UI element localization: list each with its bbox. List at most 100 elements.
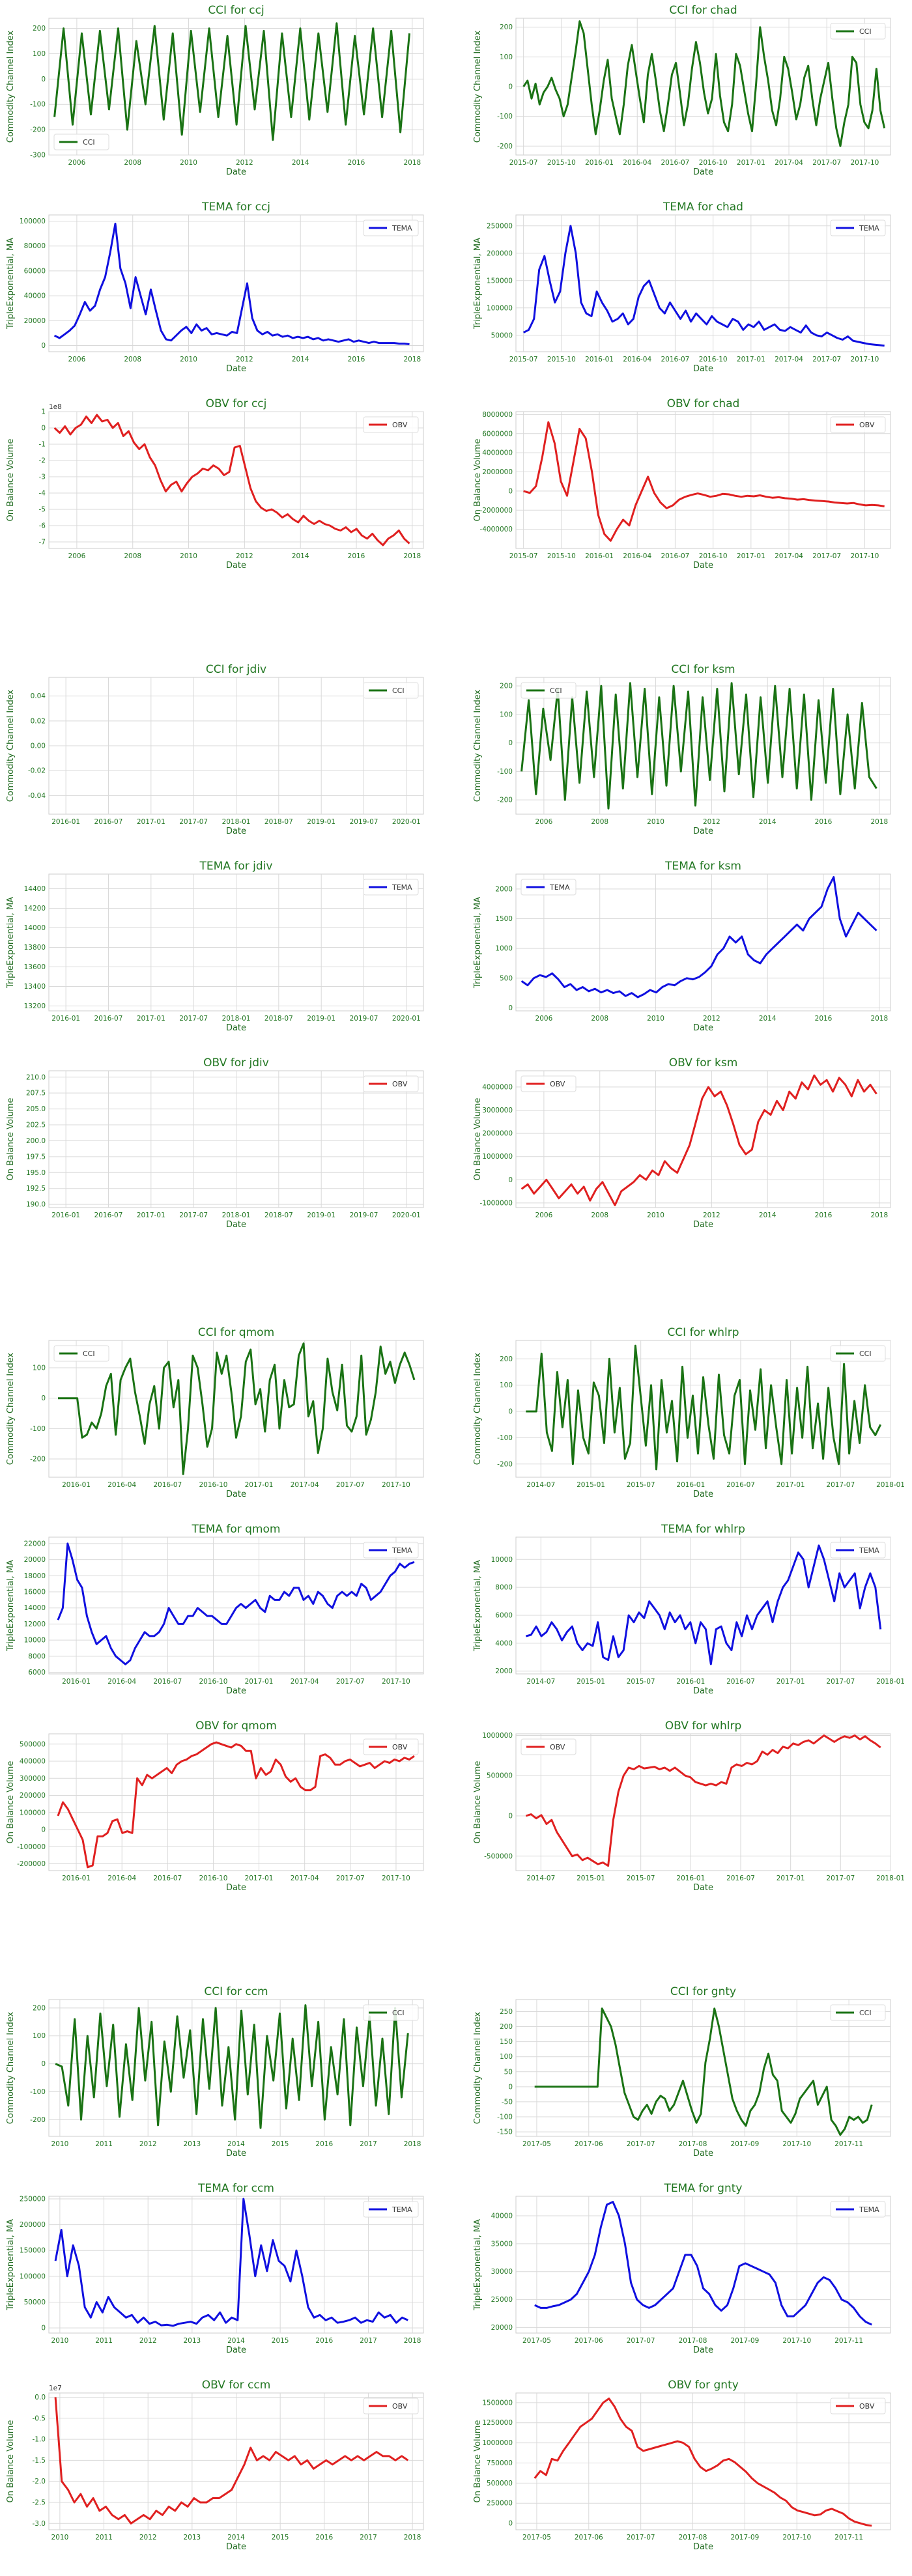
y-tick-label: -200: [30, 2116, 46, 2124]
y-tick-label: 0: [508, 2083, 513, 2091]
y-tick-label: -0.5: [33, 2414, 46, 2422]
y-tick-label: 100: [500, 53, 513, 61]
x-tick-label: 2017-01: [777, 1678, 805, 1686]
x-tick-label: 2016-01: [585, 159, 614, 167]
x-tick-label: 2018: [404, 2534, 421, 2541]
chart-title: OBV for whlrp: [665, 1720, 742, 1733]
x-tick-label: 2015-01: [577, 1875, 605, 1882]
y-tick-label: 0.02: [31, 717, 46, 725]
x-tick-label: 2017-01: [137, 1015, 165, 1023]
y-tick-label: 100: [500, 2053, 513, 2061]
y-tick-label: -0.02: [28, 767, 46, 775]
y-axis-label: Commodity Channel Index: [6, 1352, 16, 1465]
chart-title: TEMA for qmom: [192, 1523, 281, 1536]
x-tick-label: 2017-01: [737, 552, 765, 560]
plot-area: [515, 2196, 891, 2334]
y-tick-label: 500000: [20, 1740, 46, 1748]
x-axis-label: Date: [226, 827, 246, 836]
y-tick-label: 100: [33, 50, 46, 58]
x-tick-label: 2017-06: [575, 2534, 603, 2541]
x-tick-label: 2016-04: [623, 356, 651, 363]
x-tick-label: 2017-10: [382, 1481, 410, 1489]
x-tick-label: 2012: [139, 2140, 157, 2148]
y-tick-label: 197.5: [26, 1153, 46, 1161]
x-tick-label: 2017-07: [336, 1678, 365, 1686]
legend-box: [830, 219, 886, 236]
legend: CCI: [830, 1345, 886, 1362]
chart-title: CCI for jdiv: [206, 663, 266, 676]
x-axis-label: Date: [693, 827, 713, 836]
plot-area: [48, 214, 424, 352]
legend-box: [363, 2004, 419, 2021]
y-tick-label: -200: [497, 1460, 513, 1468]
x-tick-label: 2018: [403, 159, 421, 167]
chart-title: TEMA for gnty: [664, 2182, 743, 2195]
y-tick-label: 200000: [20, 2221, 46, 2229]
x-tick-label: 2018: [404, 2140, 421, 2148]
y-axis-label: On Balance Volume: [6, 1761, 16, 1844]
x-tick-label: 2014: [227, 2337, 245, 2345]
chart-title: OBV for qmom: [195, 1720, 277, 1733]
chart-title: OBV for ksm: [669, 1056, 738, 1069]
y-tick-label: 80000: [24, 242, 46, 250]
legend: TEMA: [830, 2201, 886, 2218]
legend: OBV: [520, 1738, 577, 1755]
y-tick-label: -2.5: [33, 2499, 46, 2507]
y-tick-label: 100000: [487, 304, 513, 312]
x-tick-label: 2016-01: [62, 1481, 91, 1489]
x-tick-label: 2020-01: [392, 818, 421, 826]
x-tick-label: 2010: [180, 159, 197, 167]
chart-19: -150 -100 -50 0 50 100 150 200 250 2017-05 2017-06…: [473, 1985, 891, 2158]
legend-box: [363, 416, 419, 433]
legend: TEMA: [363, 2201, 419, 2218]
x-tick-label: 2013: [183, 2140, 201, 2148]
x-tick-label: 2019-07: [350, 1015, 378, 1023]
legend-box: [53, 134, 109, 150]
chart-title: CCI for qmom: [198, 1326, 274, 1339]
y-tick-label: 25000: [491, 2296, 513, 2304]
y-tick-label: -100: [30, 2088, 46, 2096]
y-tick-label: -3: [39, 474, 46, 481]
y-tick-label: 2000000: [482, 1130, 513, 1138]
x-tick-label: 2016-01: [585, 552, 614, 560]
x-axis-label: Date: [693, 167, 713, 177]
x-tick-label: 2017-11: [834, 2337, 863, 2345]
x-tick-label: 2012: [703, 818, 720, 826]
y-tick-label: -100: [497, 768, 513, 776]
x-tick-label: 2016-07: [726, 1678, 755, 1686]
legend-box: [830, 1345, 886, 1362]
x-tick-label: 2016: [348, 159, 365, 167]
x-tick-label: 2017-07: [812, 552, 841, 560]
x-axis-label: Date: [226, 1490, 246, 1499]
y-tick-label: -2.0: [33, 2478, 46, 2485]
chart-8: 13200 13400 13600 13800 14000 14200 14400 2016-…: [6, 860, 424, 1033]
legend-label: CCI: [392, 686, 405, 695]
legend-label: TEMA: [392, 224, 412, 233]
x-tick-label: 2018: [870, 1211, 888, 1219]
y-tick-label: 250000: [20, 2195, 46, 2203]
series-line-cci: [522, 20, 886, 147]
x-tick-label: 2016-07: [153, 1481, 182, 1489]
y-tick-label: 100: [500, 1381, 513, 1389]
x-tick-label: 2019-07: [350, 1211, 378, 1219]
y-axis-label: TripleExponential, MA: [6, 2219, 16, 2311]
x-tick-label: 2017-01: [737, 356, 765, 363]
legend-label: CCI: [392, 2009, 405, 2017]
x-tick-label: 2008: [591, 1211, 608, 1219]
legend-box: [520, 879, 577, 896]
x-tick-label: 2016-01: [585, 356, 614, 363]
x-axis-label: Date: [693, 1023, 713, 1033]
y-tick-label: 0: [41, 1826, 46, 1834]
y-tick-label: 200.0: [26, 1137, 46, 1145]
x-tick-label: 2018: [403, 356, 421, 363]
x-tick-label: 2017-07: [336, 1481, 365, 1489]
x-tick-label: 2015-07: [627, 1481, 655, 1489]
y-tick-label: 13200: [24, 1002, 46, 1010]
y-tick-label: -100: [497, 113, 513, 120]
x-tick-label: 2014: [759, 818, 777, 826]
legend: TEMA: [830, 219, 886, 236]
legend-label: CCI: [550, 686, 562, 695]
x-tick-label: 2016-07: [661, 356, 689, 363]
x-tick-label: 2017-10: [782, 2534, 811, 2541]
x-tick-label: 2016-01: [51, 1015, 80, 1023]
